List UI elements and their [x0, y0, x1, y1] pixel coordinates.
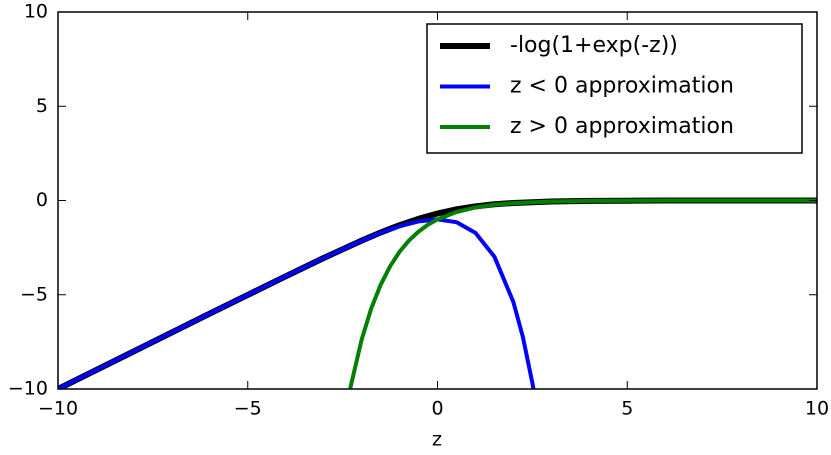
y-tick-label: 0 — [36, 189, 48, 211]
legend-label: z < 0 approximation — [510, 74, 734, 99]
legend-label: -log(1+exp(-z)) — [510, 33, 678, 58]
x-tick-label: 10 — [805, 398, 829, 420]
y-tick-label: 5 — [36, 95, 48, 117]
x-tick-label: −5 — [234, 398, 262, 420]
x-tick-label: −10 — [38, 398, 78, 420]
y-tick-label: −10 — [8, 378, 48, 400]
x-axis-label: z — [432, 429, 442, 451]
legend-label: z > 0 approximation — [510, 114, 734, 139]
legend: -log(1+exp(-z)) z < 0 approximation z > 0 … — [426, 23, 803, 154]
x-tick-label: 0 — [431, 398, 443, 420]
line-series — [348, 198, 817, 389]
plot-lines — [58, 197, 817, 389]
line-series — [58, 197, 817, 389]
line-series — [58, 217, 536, 389]
y-tick-label: −5 — [20, 283, 48, 305]
x-tick-label: 5 — [621, 398, 633, 420]
y-tick-label: 10 — [24, 1, 48, 23]
